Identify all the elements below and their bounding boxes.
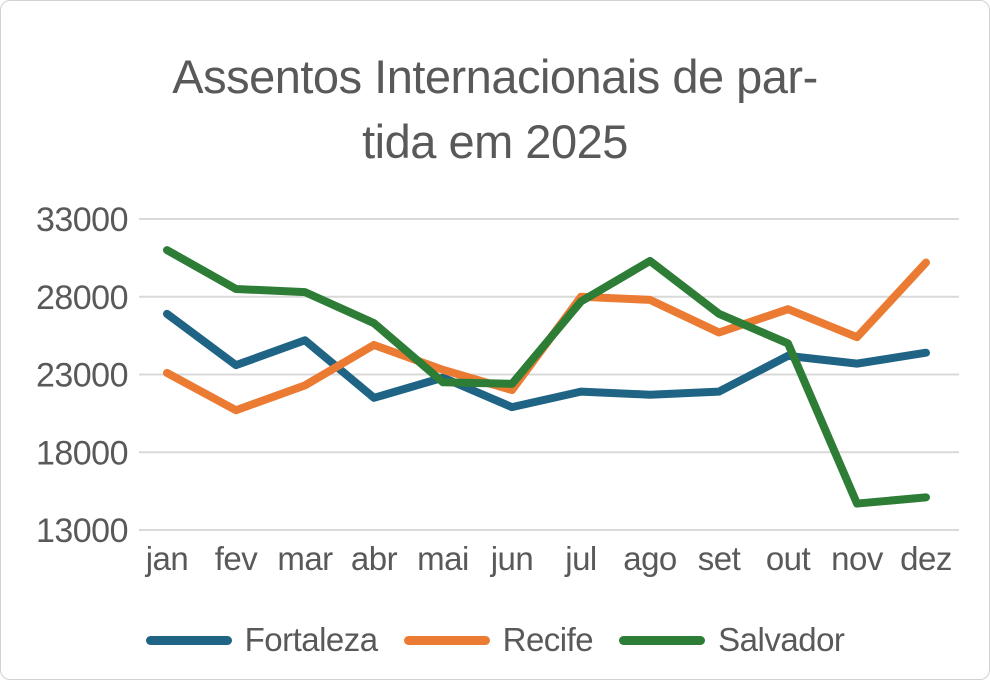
y-tick-label: 23000 bbox=[36, 357, 128, 395]
x-tick-label: mar bbox=[277, 540, 333, 577]
x-tick-label: fev bbox=[215, 540, 259, 577]
legend-label-fortaleza: Fortaleza bbox=[244, 621, 379, 658]
x-tick-label: mai bbox=[417, 540, 469, 577]
chart-title-line2: tida em 2025 bbox=[362, 114, 628, 168]
x-tick-label: jul bbox=[564, 540, 597, 577]
chart-title-line1: Assentos Internacionais de par- bbox=[172, 50, 818, 103]
series-line-salvador bbox=[163, 246, 930, 508]
y-tick-label: 18000 bbox=[36, 434, 128, 472]
legend: Fortaleza Recife Salvador bbox=[1, 615, 989, 665]
x-tick-label: jun bbox=[490, 540, 534, 577]
x-tick-label: ago bbox=[623, 540, 677, 577]
legend-item-recife: Recife bbox=[403, 621, 594, 659]
legend-item-fortaleza: Fortaleza bbox=[145, 621, 379, 659]
chart-title: Assentos Internacionais de par- tida em … bbox=[1, 45, 989, 175]
series-line-fortaleza bbox=[163, 309, 930, 412]
x-tick-label: abr bbox=[351, 540, 398, 577]
y-tick-label: 28000 bbox=[36, 279, 128, 317]
legend-label-salvador: Salvador bbox=[718, 621, 845, 658]
legend-item-salvador: Salvador bbox=[619, 621, 845, 659]
x-tick-label: dez bbox=[900, 540, 952, 577]
x-tick-label: set bbox=[698, 540, 741, 577]
y-tick-label: 33000 bbox=[36, 201, 128, 239]
legend-swatch-fortaleza bbox=[145, 635, 232, 645]
x-tick-label: nov bbox=[831, 540, 884, 577]
x-tick-label: jan bbox=[145, 540, 189, 577]
legend-swatch-salvador bbox=[619, 635, 706, 645]
legend-label-recife: Recife bbox=[502, 621, 594, 658]
legend-swatch-recife bbox=[403, 635, 490, 645]
y-tick-label: 13000 bbox=[36, 512, 128, 550]
x-tick-label: out bbox=[766, 540, 811, 577]
